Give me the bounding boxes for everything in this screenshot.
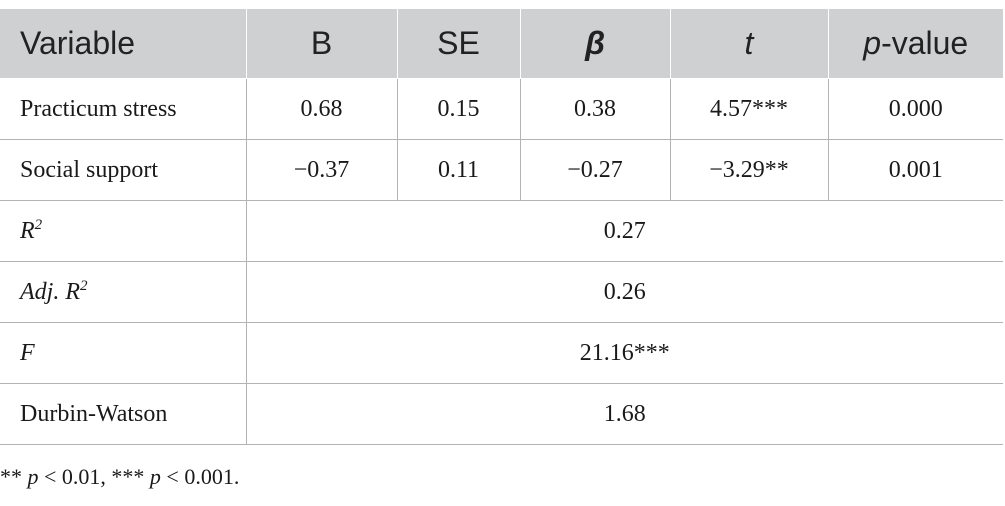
footnote-text-2: < 0.01, *** <box>38 464 150 489</box>
stat-row-durbin-watson: Durbin-Watson 1.68 <box>0 383 1003 445</box>
cell-t: 4.57*** <box>669 78 829 140</box>
table-footnote: ** p < 0.01, *** p < 0.001. <box>0 464 239 490</box>
footnote-p-1: p <box>27 464 39 489</box>
cell-variable: Practicum stress <box>0 78 247 140</box>
f-letter: F <box>20 339 35 366</box>
stat-value-durbin-watson: 1.68 <box>245 383 1003 445</box>
stat-label-r2: R2 <box>0 200 247 262</box>
cell-p: 0.000 <box>827 78 1003 140</box>
header-t: t <box>669 9 829 79</box>
header-t-symbol: t <box>744 25 754 61</box>
footnote-text-1: ** <box>0 464 28 489</box>
stat-label-durbin-watson: Durbin-Watson <box>0 383 247 445</box>
table-row: Social support −0.37 0.11 −0.27 −3.29** … <box>0 139 1003 201</box>
adj-r2-superscript: 2 <box>80 277 88 294</box>
regression-table: Variable B SE β t p-value Practicum stre… <box>0 9 1003 445</box>
stat-row-r2: R2 0.27 <box>0 200 1003 262</box>
r2-superscript: 2 <box>34 216 43 233</box>
header-beta-symbol: β <box>585 25 605 61</box>
regression-table-container: Variable B SE β t p-value Practicum stre… <box>0 9 1003 445</box>
cell-beta: 0.38 <box>519 78 671 140</box>
stat-row-f: F 21.16*** <box>0 322 1003 384</box>
cell-b: 0.68 <box>245 78 398 140</box>
adj-r2-text: Adj. R <box>20 278 80 305</box>
footnote-text-3: < 0.001. <box>160 464 240 489</box>
header-variable: Variable <box>0 9 247 79</box>
cell-b: −0.37 <box>245 139 398 201</box>
cell-se: 0.11 <box>396 139 521 201</box>
cell-p: 0.001 <box>827 139 1003 201</box>
header-se: SE <box>396 9 521 79</box>
header-p-letter: p <box>863 25 882 61</box>
header-row: Variable B SE β t p-value <box>0 9 1003 79</box>
header-beta: β <box>519 9 671 79</box>
header-b: B <box>245 9 398 79</box>
footnote-p-2: p <box>149 464 161 489</box>
cell-variable: Social support <box>0 139 247 201</box>
stat-value-adj-r2: 0.26 <box>245 261 1003 323</box>
cell-se: 0.15 <box>396 78 521 140</box>
stat-label-f: F <box>0 322 247 384</box>
cell-t: −3.29** <box>669 139 829 201</box>
r2-letter: R <box>20 217 35 244</box>
header-p-value: p-value <box>827 9 1003 79</box>
cell-beta: −0.27 <box>519 139 671 201</box>
table-row: Practicum stress 0.68 0.15 0.38 4.57*** … <box>0 78 1003 140</box>
stat-label-adj-r2: Adj. R2 <box>0 261 247 323</box>
header-p-suffix: -value <box>881 25 969 61</box>
stat-value-f: 21.16*** <box>245 322 1003 384</box>
stat-value-r2: 0.27 <box>245 200 1003 262</box>
stat-row-adj-r2: Adj. R2 0.26 <box>0 261 1003 323</box>
